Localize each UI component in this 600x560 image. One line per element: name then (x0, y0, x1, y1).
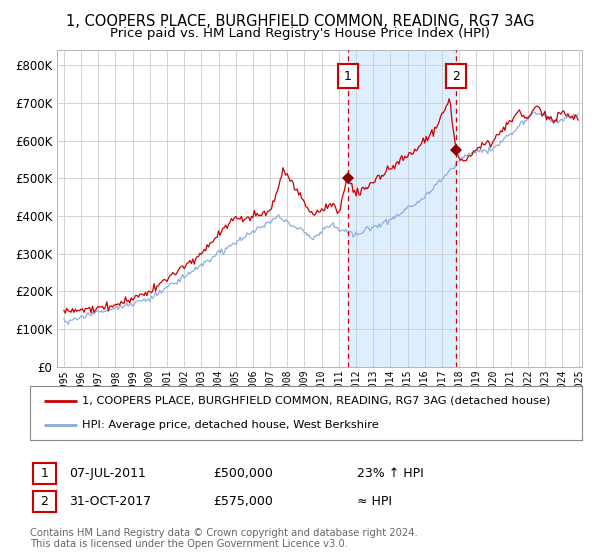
Text: £575,000: £575,000 (213, 494, 273, 508)
Text: Price paid vs. HM Land Registry's House Price Index (HPI): Price paid vs. HM Land Registry's House … (110, 27, 490, 40)
Text: 2: 2 (452, 69, 460, 83)
Bar (348, 50, 456, 367)
Text: £500,000: £500,000 (213, 466, 273, 480)
Text: ≈ HPI: ≈ HPI (357, 494, 392, 508)
Text: HPI: Average price, detached house, West Berkshire: HPI: Average price, detached house, West… (82, 420, 379, 430)
Text: 2: 2 (40, 494, 49, 508)
Bar (572, 50, 582, 367)
Text: 1: 1 (40, 466, 49, 480)
Text: 23% ↑ HPI: 23% ↑ HPI (357, 466, 424, 480)
Text: 1: 1 (344, 69, 352, 83)
Text: This data is licensed under the Open Government Licence v3.0.: This data is licensed under the Open Gov… (30, 539, 348, 549)
Text: Contains HM Land Registry data © Crown copyright and database right 2024.: Contains HM Land Registry data © Crown c… (30, 528, 418, 538)
Text: 07-JUL-2011: 07-JUL-2011 (69, 466, 146, 480)
Text: 1, COOPERS PLACE, BURGHFIELD COMMON, READING, RG7 3AG: 1, COOPERS PLACE, BURGHFIELD COMMON, REA… (66, 14, 534, 29)
Text: 31-OCT-2017: 31-OCT-2017 (69, 494, 151, 508)
Text: 1, COOPERS PLACE, BURGHFIELD COMMON, READING, RG7 3AG (detached house): 1, COOPERS PLACE, BURGHFIELD COMMON, REA… (82, 396, 551, 406)
